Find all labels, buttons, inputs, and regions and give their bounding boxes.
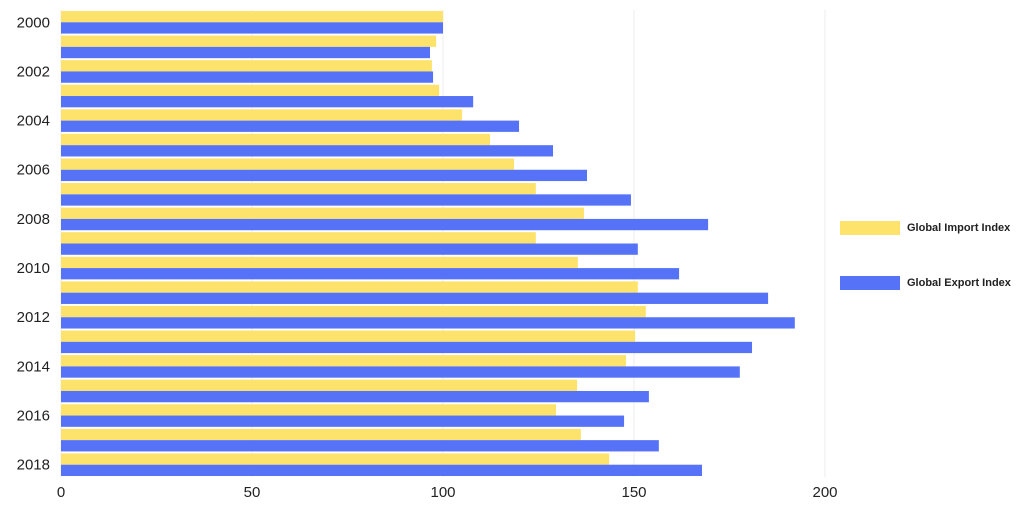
bar [61, 305, 646, 318]
bar [61, 281, 638, 293]
y-tick-label: 2008 [17, 211, 50, 228]
bar [61, 133, 490, 146]
bar [61, 71, 434, 83]
bar [61, 390, 649, 403]
bar [61, 232, 536, 244]
bar [61, 35, 437, 47]
bar [61, 109, 463, 121]
bar [61, 292, 769, 304]
bar [61, 317, 795, 329]
bar [61, 169, 588, 182]
x-tick-label: 200 [812, 484, 837, 501]
y-tick-label: 2018 [17, 457, 50, 474]
bar [61, 415, 625, 427]
x-tick-label: 50 [244, 484, 261, 501]
bar [61, 194, 631, 206]
y-tick-label: 2006 [17, 162, 50, 179]
x-tick-label: 0 [57, 484, 65, 501]
bar [61, 330, 636, 342]
y-tick-label: 2000 [17, 14, 50, 31]
bar [61, 341, 753, 354]
y-tick-label: 2012 [17, 309, 50, 326]
legend-swatch [840, 276, 900, 290]
y-tick-label: 2004 [17, 113, 50, 130]
legend-swatch [840, 221, 900, 235]
y-tick-label: 2010 [17, 260, 50, 277]
legend-label: Global Export Index [907, 277, 1012, 289]
x-tick-label: 150 [621, 484, 646, 501]
bar [61, 22, 443, 34]
bar [61, 11, 443, 23]
bar [61, 207, 584, 219]
bar [61, 158, 515, 170]
bar [61, 243, 638, 255]
legend-label: Global Import Index [907, 222, 1011, 234]
bar [61, 268, 680, 280]
bar [61, 120, 520, 132]
bar [61, 96, 474, 108]
bar [61, 453, 610, 465]
bar [61, 84, 440, 97]
bar [61, 218, 709, 231]
y-tick-label: 2014 [17, 358, 50, 375]
bar [61, 366, 740, 378]
bar [61, 379, 578, 391]
bar [61, 46, 431, 59]
bar [61, 404, 557, 416]
bar [61, 464, 702, 476]
bar [61, 256, 578, 269]
bar [61, 355, 626, 367]
bar [61, 145, 554, 157]
bar [61, 440, 659, 452]
y-tick-label: 2002 [17, 63, 50, 80]
y-tick-label: 2016 [17, 408, 50, 425]
bar [61, 183, 536, 195]
bar [61, 428, 581, 441]
bar [61, 60, 432, 72]
x-tick-label: 100 [430, 484, 455, 501]
